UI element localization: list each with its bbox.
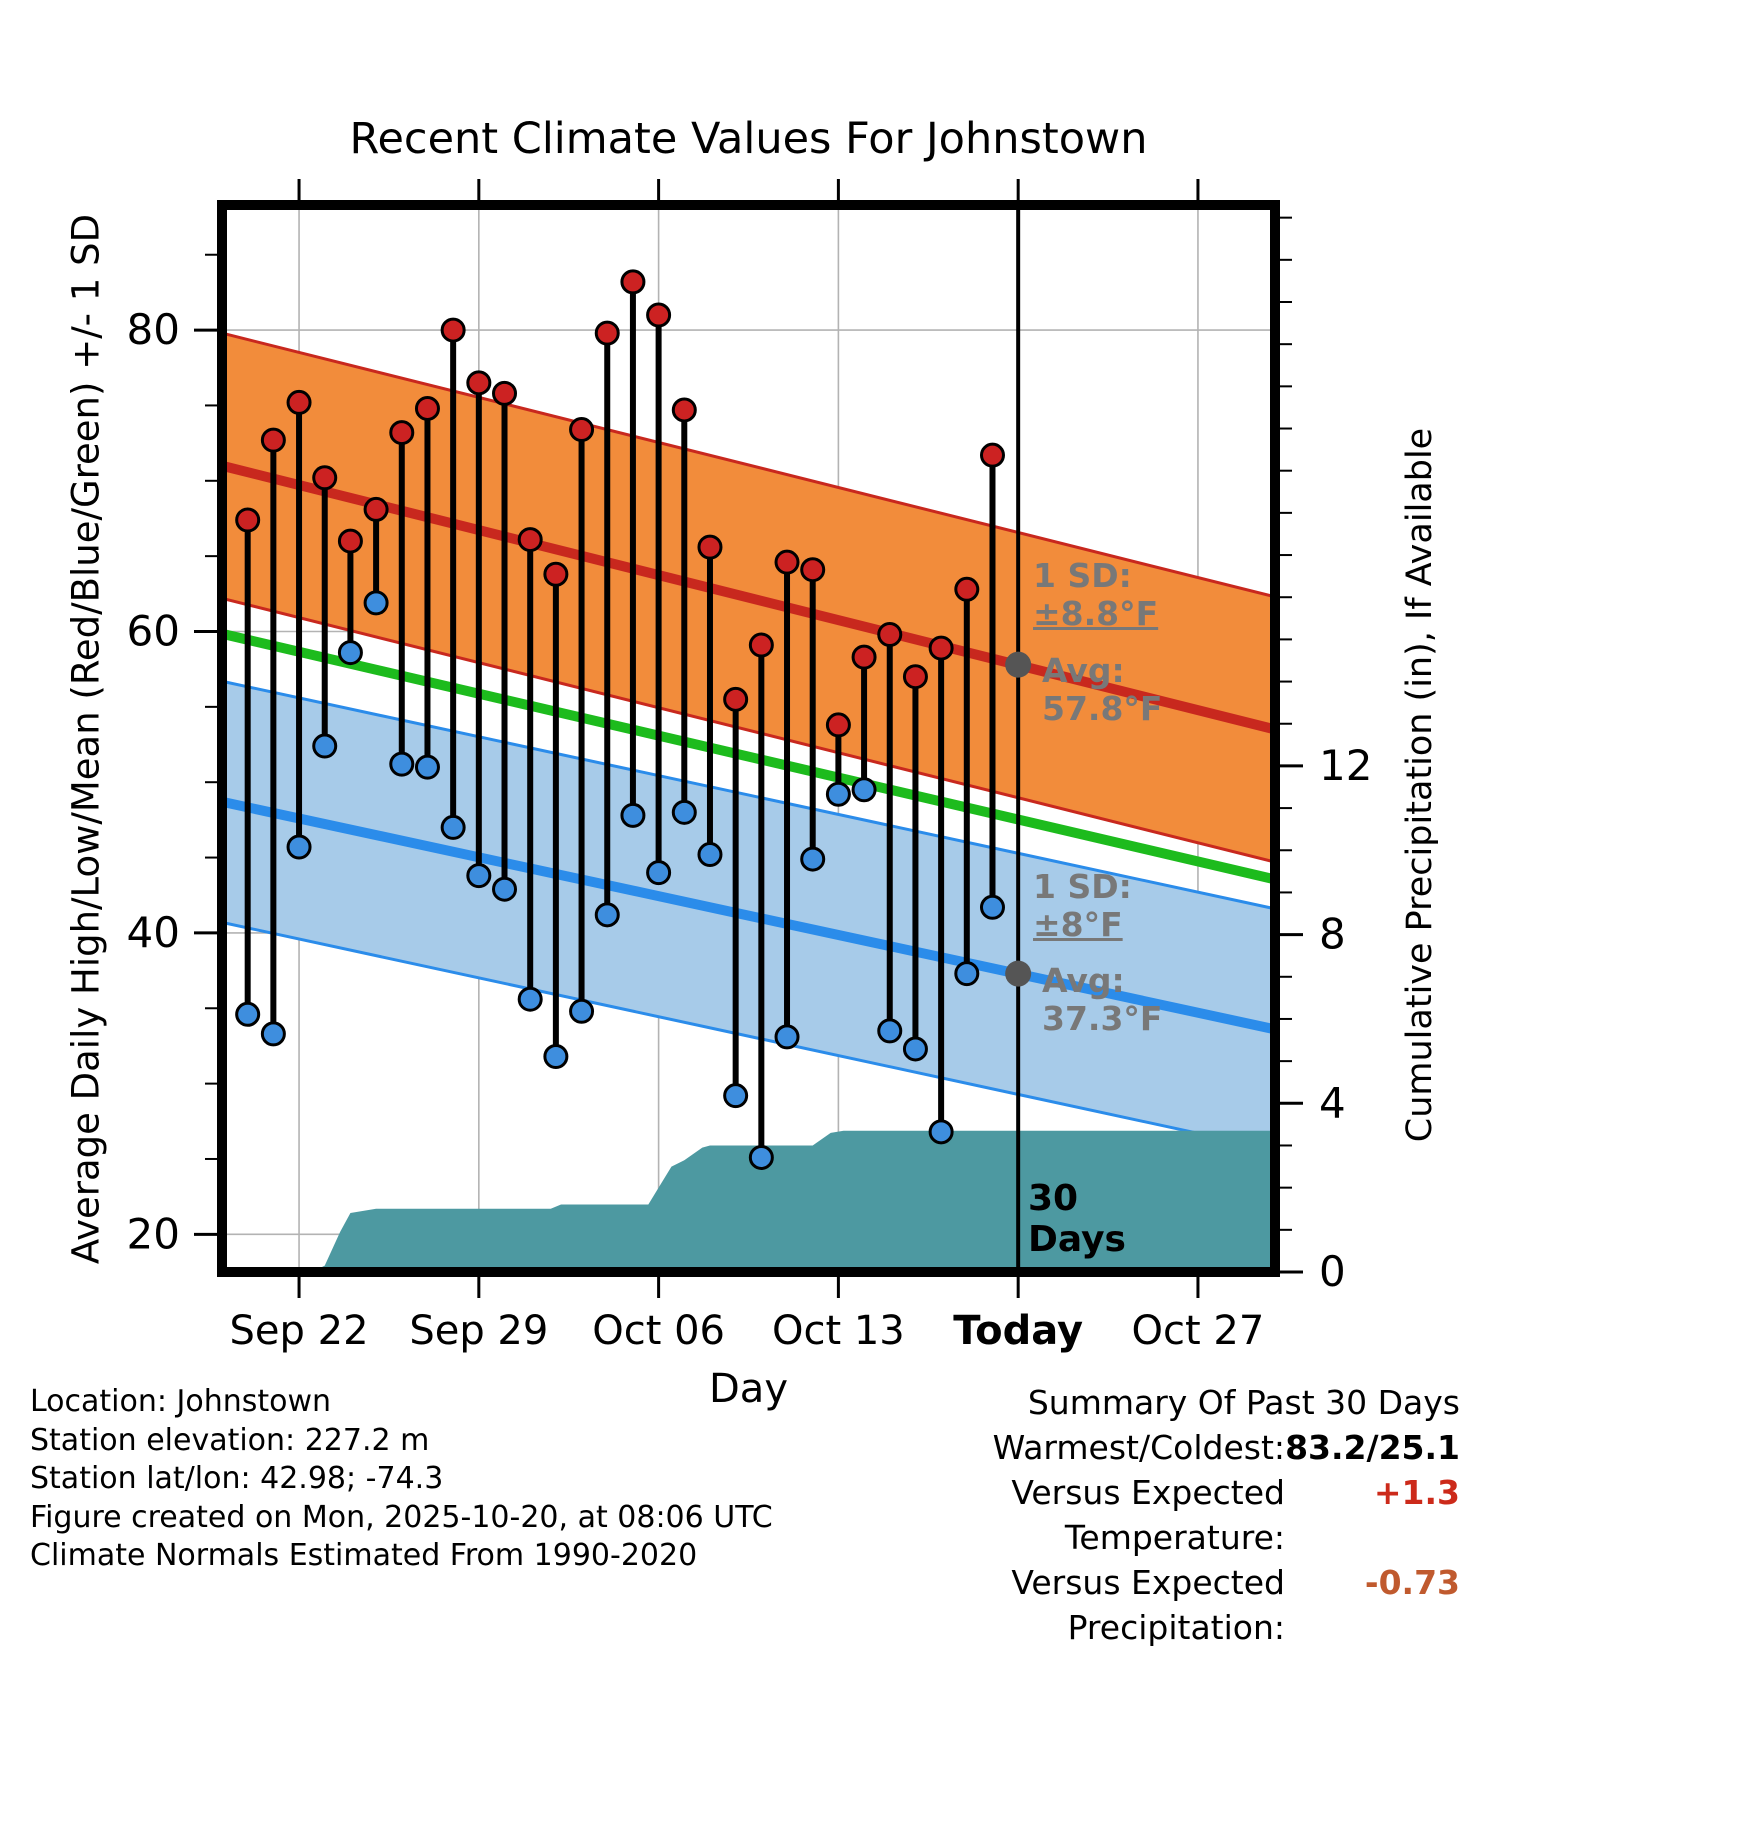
svg-text:40: 40 xyxy=(127,908,180,957)
low-avg-label: Avg: xyxy=(1042,961,1125,1000)
summary-value: +1.3 xyxy=(1373,1473,1460,1512)
svg-text:12: 12 xyxy=(1319,741,1372,790)
summary-value: 83.2/25.1 xyxy=(1285,1428,1460,1467)
high-sd-annotation: 1 SD: ±8.8°F xyxy=(1033,557,1158,633)
high-sd-label: 1 SD: xyxy=(1033,556,1132,595)
low-avg-annotation: Avg: 37.3°F xyxy=(1042,962,1162,1038)
figure-created: Figure created on Mon, 2025-10-20, at 08… xyxy=(30,1499,773,1535)
summary-title: Summary Of Past 30 Days xyxy=(1027,1383,1460,1422)
summary-label: Versus Expected Precipitation: xyxy=(1011,1563,1285,1647)
low-sd-label: 1 SD: xyxy=(1033,867,1132,906)
high-avg-value: 57.8°F xyxy=(1042,689,1163,728)
low-sd-annotation: 1 SD: ±8°F xyxy=(1033,868,1132,944)
summary-row-warmest-coldest: Warmest/Coldest: 83.2/25.1 xyxy=(845,1425,1460,1470)
svg-text:80: 80 xyxy=(127,305,180,354)
window-annotation: 30 Days xyxy=(1028,1178,1126,1260)
high-avg-label: Avg: xyxy=(1042,651,1125,690)
left-axis-label: Average Daily High/Low/Mean (Red/Blue/Gr… xyxy=(64,213,108,1265)
high-sd-value: ±8.8°F xyxy=(1033,594,1159,633)
svg-text:Today: Today xyxy=(953,1308,1083,1354)
svg-text:Oct 06: Oct 06 xyxy=(592,1308,725,1354)
summary-label: Versus Expected Temperature: xyxy=(1011,1473,1285,1557)
x-axis-label: Day xyxy=(709,1366,788,1412)
svg-text:8: 8 xyxy=(1319,910,1346,959)
svg-text:Sep 22: Sep 22 xyxy=(230,1308,369,1354)
svg-text:Sep 29: Sep 29 xyxy=(409,1308,548,1354)
right-axis-label: Cumulative Precipitation (in), If Availa… xyxy=(1400,427,1440,1143)
station-elevation: Station elevation: 227.2 m xyxy=(30,1422,430,1458)
svg-text:Oct 27: Oct 27 xyxy=(1132,1308,1265,1354)
svg-text:4: 4 xyxy=(1319,1078,1346,1127)
station-metadata: Location: Johnstown Station elevation: 2… xyxy=(30,1383,773,1576)
summary-panel: Summary Of Past 30 Days Warmest/Coldest:… xyxy=(845,1380,1460,1650)
svg-text:20: 20 xyxy=(127,1209,180,1258)
low-sd-value: ±8°F xyxy=(1033,905,1123,944)
chart-title: Recent Climate Values For Johnstown xyxy=(349,114,1148,164)
summary-label: Warmest/Coldest: xyxy=(992,1428,1285,1467)
low-avg-value: 37.3°F xyxy=(1042,999,1163,1038)
svg-text:Oct 13: Oct 13 xyxy=(772,1308,905,1354)
summary-row-vs-precip: Versus Expected Precipitation: -0.73 xyxy=(845,1560,1460,1650)
summary-row-vs-temp: Versus Expected Temperature: +1.3 xyxy=(845,1470,1460,1560)
high-avg-annotation: Avg: 57.8°F xyxy=(1042,652,1162,728)
summary-value: -0.73 xyxy=(1364,1563,1460,1602)
window-days-word: Days xyxy=(1028,1219,1126,1260)
window-days-number: 30 xyxy=(1028,1178,1079,1219)
svg-text:60: 60 xyxy=(127,606,180,655)
climate-normals-note: Climate Normals Estimated From 1990-2020 xyxy=(30,1538,698,1573)
station-location: Location: Johnstown xyxy=(30,1384,332,1419)
station-latlon: Station lat/lon: 42.98; -74.3 xyxy=(30,1461,444,1496)
svg-text:0: 0 xyxy=(1319,1247,1346,1296)
